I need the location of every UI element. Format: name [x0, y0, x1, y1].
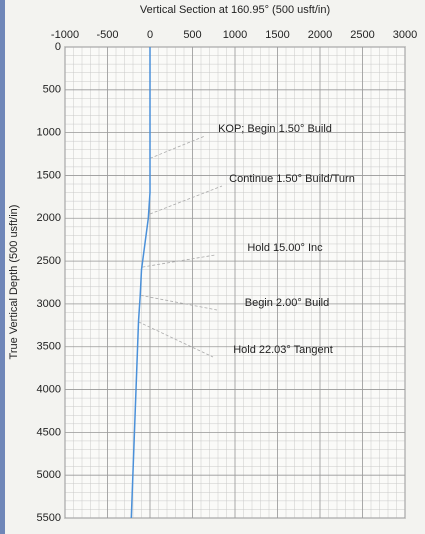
y-tick-label: 4500 [37, 426, 61, 438]
leader-line [140, 294, 218, 311]
x-tick-label: 2500 [350, 29, 374, 41]
annotation: Begin 2.00° Build [245, 297, 330, 309]
y-tick-label: 3500 [37, 341, 61, 353]
y-tick-label: 5500 [37, 512, 61, 524]
y-tick-label: 4000 [37, 383, 61, 395]
y-tick-label: 5000 [37, 469, 61, 481]
leader-line [149, 185, 223, 215]
well-path [130, 47, 151, 519]
x-tick-label: 0 [147, 29, 153, 41]
y-tick-label: 1000 [37, 127, 61, 139]
x-tick-label: 3000 [393, 29, 417, 41]
y-tick-label: 1500 [37, 169, 61, 181]
annotation: Continue 1.50° Build/Turn [229, 173, 355, 185]
annotation: Hold 22.03° Tangent [233, 344, 333, 356]
y-tick-label: 3000 [37, 298, 61, 310]
leader-line [138, 321, 214, 358]
x-tick-label: -1000 [51, 29, 79, 41]
y-axis-label: True Vertical Depth (500 usft/in) [8, 205, 20, 360]
x-tick-label: -500 [96, 29, 118, 41]
annotation: KOP; Begin 1.50° Build [218, 123, 332, 135]
x-tick-label: 2000 [308, 29, 332, 41]
x-tick-label: 500 [183, 29, 201, 41]
y-tick-label: 2500 [37, 255, 61, 267]
y-tick-label: 2000 [37, 212, 61, 224]
leader-line [142, 254, 216, 268]
annotation: Hold 15.00° Inc [247, 242, 323, 254]
y-tick-label: 0 [55, 41, 61, 53]
x-tick-label: 1000 [223, 29, 247, 41]
chart-title: Vertical Section at 160.95° (500 usft/in… [140, 4, 330, 16]
x-tick-label: 1500 [265, 29, 289, 41]
y-tick-label: 500 [43, 84, 61, 96]
edge [0, 0, 5, 534]
